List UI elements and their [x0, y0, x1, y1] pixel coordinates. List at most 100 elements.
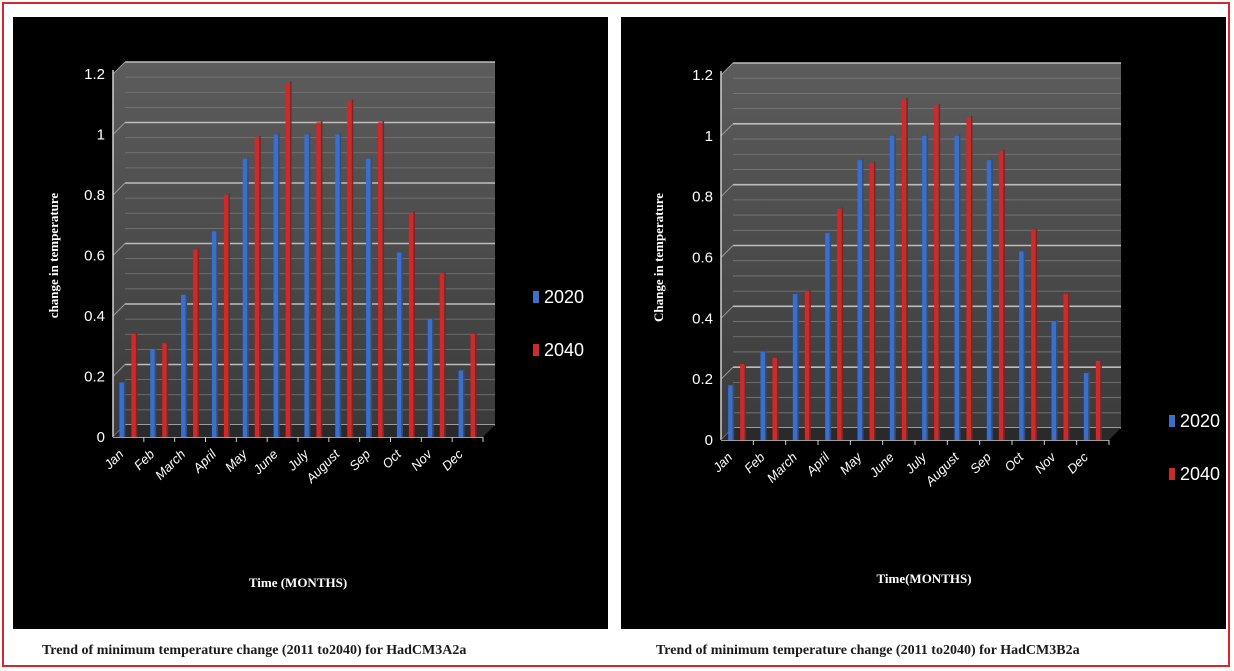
bar-side-2020-august: [339, 133, 342, 437]
bar-2020-july: [304, 134, 309, 437]
bar-2040-may: [254, 137, 260, 437]
bar-side-2020-may: [862, 158, 864, 440]
chart-panel-hadcm3b2a: 0 0.2 0.4 0.6 0.8 1 1.2 Jan Feb March April May June…: [621, 17, 1226, 629]
bar-side-2040-may: [259, 136, 261, 437]
depth-gridline: [720, 305, 734, 319]
bar-side-2020-june: [894, 134, 896, 440]
bar-side-2040-sep: [382, 120, 385, 438]
legend-label-2040: 2040: [544, 340, 584, 360]
x-axis-title: Time(MONTHS): [876, 571, 971, 586]
bar-side-2020-dec: [1088, 371, 1090, 440]
plot-back-wall: [721, 63, 1121, 440]
bar-side-2020-sep: [991, 158, 993, 440]
bar-2040-june: [285, 83, 291, 437]
bar-2020-feb: [760, 351, 765, 440]
x-tick-label-august: August: [302, 446, 343, 487]
y-tick-label: 1.2: [692, 67, 713, 84]
x-tick-label-dec: Dec: [439, 446, 466, 473]
bar-side-2040-june: [290, 81, 292, 437]
bar-side-2040-march: [197, 247, 200, 437]
plot-back-wall: [113, 62, 495, 437]
bar-2020-sep: [366, 158, 371, 437]
bar-2020-march: [792, 294, 798, 440]
bar-side-2040-jan: [135, 332, 138, 437]
bar-side-2040-dec: [475, 332, 477, 437]
bar-side-2020-march: [185, 293, 188, 437]
y-tick-label: 0: [97, 429, 105, 446]
x-tick-label-nov: Nov: [1032, 448, 1060, 476]
depth-gridline: [112, 243, 126, 256]
y-axis-title: change in temperature: [46, 193, 61, 319]
bar-side-2040-may: [874, 161, 876, 441]
bar-2040-sep: [998, 151, 1004, 440]
legend-swatch-2040: [533, 344, 539, 356]
bar-2040-august: [966, 117, 971, 440]
bar-2040-nov: [439, 273, 445, 437]
x-tick-label-oct: Oct: [1001, 449, 1027, 475]
bar-side-2040-nov: [1068, 292, 1070, 440]
bar-2040-april: [223, 195, 229, 437]
bar-side-2040-august: [971, 116, 973, 440]
bar-side-2020-feb: [154, 347, 157, 437]
bar-2020-feb: [150, 349, 155, 437]
bar-side-2020-may: [247, 157, 249, 437]
caption-hadcm3a2a: Trend of minimum temperature change (201…: [42, 643, 467, 658]
bar-2040-jan: [131, 334, 136, 437]
y-tick-label: 0.6: [692, 250, 713, 267]
x-tick-label-sep: Sep: [967, 450, 994, 477]
plot-floor: [721, 428, 1121, 440]
bar-2020-sep: [986, 160, 992, 440]
x-tick-label-june: June: [866, 450, 897, 481]
caption-hadcm3b2a: Trend of minimum temperature change (201…: [656, 643, 1080, 658]
y-tick-label: 0.8: [692, 189, 713, 206]
y-axis-title: Change in temperature: [651, 193, 666, 322]
bar-2020-august: [335, 134, 340, 437]
depth-gridline: [720, 62, 734, 76]
bar-2040-august: [347, 101, 352, 437]
legend-label-2040: 2040: [1180, 464, 1220, 484]
bar-2020-july: [922, 135, 927, 440]
bar-side-2040-june: [906, 97, 908, 440]
bar-side-2020-jan: [732, 383, 735, 440]
x-tick-label-april: April: [189, 446, 219, 476]
depth-gridline: [720, 366, 734, 380]
y-tick-label: 0.6: [84, 248, 105, 265]
bar-side-2020-april: [829, 231, 832, 440]
bar-2020-may: [857, 160, 862, 440]
x-tick-label-june: June: [249, 447, 280, 478]
bar-side-2040-april: [228, 193, 230, 437]
y-tick-label: 0: [705, 432, 713, 449]
bar-2020-nov: [427, 319, 433, 437]
x-tick-label-july: July: [902, 448, 931, 477]
bar-2020-jan: [728, 385, 733, 440]
bar-2020-march: [181, 294, 186, 437]
bar-side-2020-nov: [432, 317, 434, 437]
bar-2040-dec: [1095, 360, 1101, 440]
depth-gridline: [112, 364, 126, 377]
bar-2040-july: [934, 105, 939, 441]
x-tick-label-may: May: [222, 445, 251, 474]
bar-side-2040-feb: [777, 356, 779, 440]
bar-2020-dec: [1083, 373, 1089, 440]
bar-side-2040-august: [351, 99, 354, 437]
bar-2020-august: [954, 135, 959, 440]
x-tick-label-jan: Jan: [100, 447, 126, 473]
bar-2020-june: [273, 134, 279, 437]
bar-side-2020-nov: [1056, 319, 1058, 440]
legend-label-2020: 2020: [544, 287, 584, 307]
depth-gridline: [112, 122, 126, 135]
bar-side-2040-july: [938, 103, 941, 441]
depth-gridline: [112, 182, 126, 196]
bar-side-2040-nov: [444, 272, 446, 437]
bar-2020-dec: [458, 370, 464, 437]
depth-gridline: [720, 184, 734, 198]
plot-floor: [113, 425, 495, 437]
x-tick-label-sep: Sep: [346, 447, 373, 474]
depth-gridline: [720, 123, 734, 137]
bar-2040-march: [193, 249, 198, 437]
y-tick-label: 1: [705, 128, 713, 145]
legend-swatch-2020: [1169, 415, 1175, 427]
